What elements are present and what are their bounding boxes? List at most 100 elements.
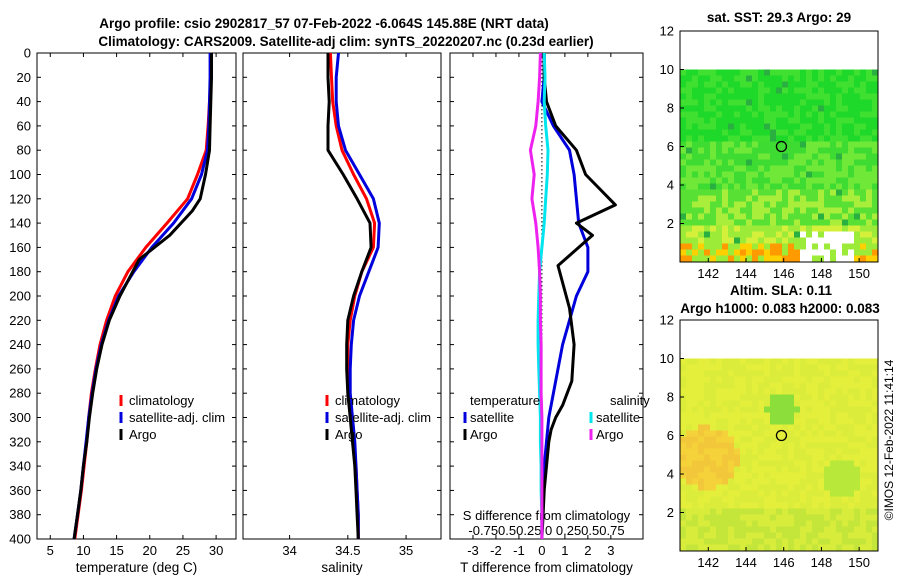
map-cell (734, 544, 741, 551)
map-cell (866, 231, 873, 238)
map-cell (752, 460, 759, 467)
map-cell (764, 243, 771, 250)
map-cell (764, 129, 771, 136)
map-cell (836, 382, 843, 389)
legend-label-temp: satellite (470, 410, 514, 425)
map-cell (818, 520, 825, 527)
map-cell (782, 75, 789, 82)
map-cell (818, 123, 825, 130)
map-cell (818, 141, 825, 148)
map-cell (872, 117, 879, 124)
map-cell (848, 177, 855, 184)
map-cell (824, 171, 831, 178)
map-cell (734, 478, 741, 485)
map-cell (734, 466, 741, 473)
map-cell (830, 243, 837, 250)
map-cell (842, 159, 849, 166)
map-cell (746, 123, 753, 130)
map-cell (842, 255, 849, 262)
map-cell (842, 123, 849, 130)
map-cell (812, 424, 819, 431)
depth-tick-label: 380 (9, 507, 31, 522)
map-cell (752, 358, 759, 365)
map-cell (824, 376, 831, 383)
map-cell (782, 237, 789, 244)
map-cell (788, 141, 795, 148)
map-cell (830, 165, 837, 172)
x-axis-label: temperature (deg C) (76, 560, 198, 575)
map-cell (764, 364, 771, 371)
map-cell (680, 201, 687, 208)
map-cell (752, 213, 759, 220)
map-cell (734, 448, 741, 455)
map-cell (758, 231, 765, 238)
map-cell (752, 99, 759, 106)
map-cell (842, 364, 849, 371)
map-cell (782, 141, 789, 148)
map-cell (776, 111, 783, 118)
map-cell (704, 147, 711, 154)
map-cell (872, 153, 879, 160)
map-cell (752, 93, 759, 100)
map-cell (728, 159, 735, 166)
map-cell (830, 105, 837, 112)
x-tick-label: 0 (538, 543, 545, 558)
map-cell (728, 135, 735, 142)
map-cell (740, 87, 747, 94)
map-cell (704, 502, 711, 509)
map-cell (866, 189, 873, 196)
map-cell (692, 135, 699, 142)
depth-tick-label: 240 (9, 337, 31, 352)
map-cell (770, 382, 777, 389)
map-cell (872, 99, 879, 106)
map-cell (848, 364, 855, 371)
map-cell (716, 147, 723, 154)
legend-label-argo: Argo (129, 427, 156, 442)
map-cell (740, 225, 747, 232)
map-cell (842, 93, 849, 100)
map-cell (752, 195, 759, 202)
map-cell (794, 478, 801, 485)
map-cell (686, 123, 693, 130)
map-cell (698, 490, 705, 497)
map-cell (710, 514, 717, 521)
map-cell (842, 526, 849, 533)
x-tick-label: 20 (143, 543, 157, 558)
map-cell (686, 231, 693, 238)
map-cell (770, 189, 777, 196)
map-cell (860, 454, 867, 461)
map-y-tick-label: 8 (667, 390, 674, 405)
map-cell (854, 87, 861, 94)
map-cell (866, 225, 873, 232)
map-cell (746, 538, 753, 545)
map-cell (842, 424, 849, 431)
map-cell (710, 237, 717, 244)
map-cell (800, 418, 807, 425)
map-cell (824, 466, 831, 473)
map-cell (830, 195, 837, 202)
depth-tick-label: 180 (9, 264, 31, 279)
map-cell (812, 165, 819, 172)
map-cell (866, 538, 873, 545)
map-cell (734, 382, 741, 389)
map-cell (728, 177, 735, 184)
map-cell (806, 544, 813, 551)
map-cell (800, 105, 807, 112)
map-cell (782, 81, 789, 88)
map-cell (746, 249, 753, 256)
map-cell (680, 87, 687, 94)
map-cell (686, 406, 693, 413)
map-cell (746, 237, 753, 244)
map-cell (800, 484, 807, 491)
map-cell (818, 231, 825, 238)
map-cell (830, 496, 837, 503)
map-cell (788, 406, 795, 413)
map-cell (722, 436, 729, 443)
map-cell (692, 255, 699, 262)
map-cell (692, 81, 699, 88)
map-cell (830, 177, 837, 184)
map-cell (836, 225, 843, 232)
map-cell (836, 255, 843, 262)
map-cell (704, 442, 711, 449)
